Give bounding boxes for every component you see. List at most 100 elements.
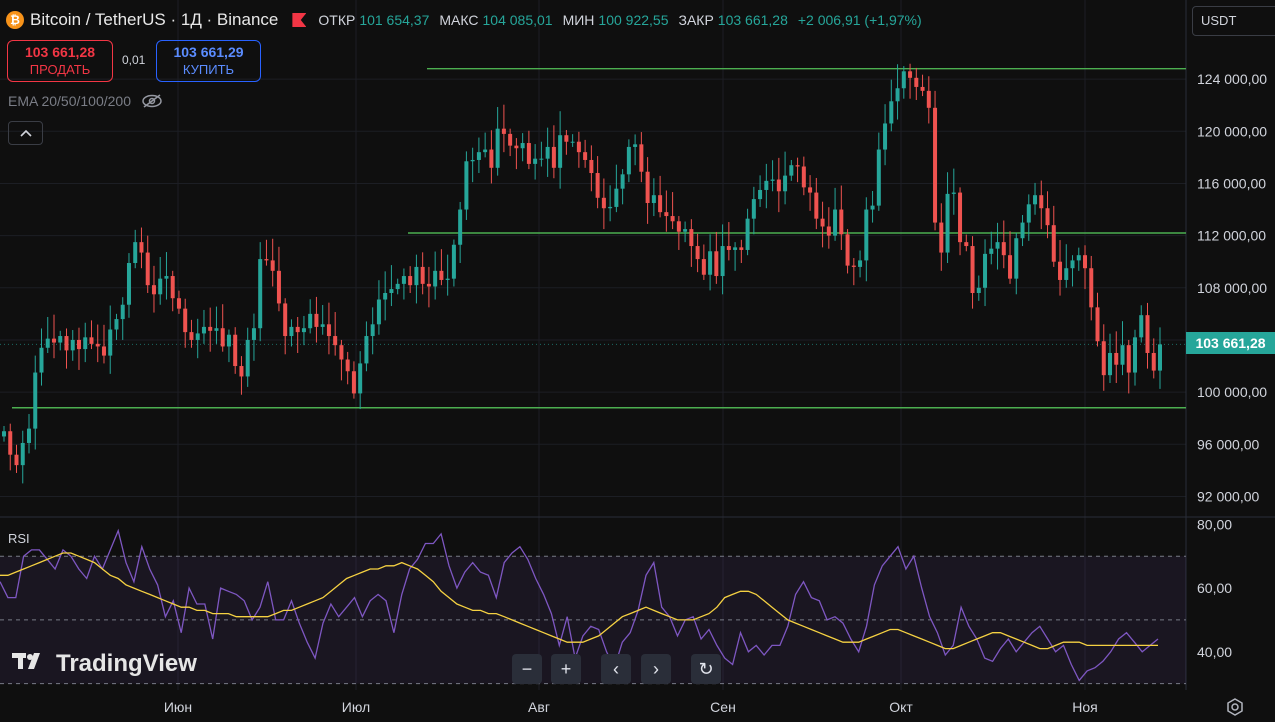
flag-icon[interactable] [292,13,307,27]
collapse-legend-button[interactable] [8,121,43,145]
candle [395,278,400,295]
sell-button[interactable]: 103 661,28 ПРОДАТЬ [7,40,113,82]
candle [520,133,525,162]
candle [1064,244,1069,288]
candle-body [876,149,881,206]
ohlc-open-label: ОТКР [318,12,356,28]
candle [1033,182,1038,215]
candle-body [108,329,113,356]
scroll-right-button[interactable]: › [641,654,671,684]
time-axis-label-aug: Авг [528,699,550,715]
candle-body [1133,337,1138,373]
candle-body [789,165,794,176]
candle [826,207,831,249]
candle-body [908,71,913,78]
candle-body [383,292,388,300]
candle-body [8,431,13,455]
rsi-pane-label[interactable]: RSI [8,531,30,546]
candle [151,265,156,313]
reset-chart-button[interactable]: ↻ [691,654,721,684]
currency-select[interactable]: USDT [1192,6,1275,36]
candle [76,327,81,370]
candle-body [464,161,469,210]
candle-body [689,229,694,247]
candle-body [764,180,769,190]
candle [495,107,500,176]
candle [995,222,1000,270]
candle [139,227,144,269]
candle-body [920,86,925,91]
candle-body [864,209,869,261]
candle [720,224,725,295]
candle [326,302,331,355]
tradingview-logo[interactable]: TradingView [12,650,197,678]
candle [333,312,338,356]
settings-icon[interactable] [1225,697,1245,717]
candle-body [833,209,838,236]
candle-body [233,334,238,367]
candle-body [89,337,94,344]
candle [1145,302,1150,369]
candle-body [783,175,788,192]
scroll-left-button[interactable]: ‹ [601,654,631,684]
candle-body [139,242,144,253]
candle [583,139,588,168]
candle-body [489,149,494,168]
candle-body [714,251,719,277]
ohlc-values: ОТКР 101 654,37 МАКС 104 085,01 МИН 100 … [318,12,927,28]
candle [158,257,163,305]
zoom-in-button[interactable]: + [551,654,581,684]
candle-body [1139,315,1144,338]
candle-body [614,188,619,207]
candle-body [364,336,369,364]
candle [476,137,481,174]
candle-body [414,266,419,286]
candle [726,222,731,261]
candle-body [64,336,69,351]
eye-off-icon[interactable] [141,94,163,108]
candle-body [239,366,244,377]
candle [251,313,256,361]
candle-body [1001,242,1006,256]
candle-body [926,90,931,108]
level-lines[interactable] [0,67,1186,409]
candle-body [376,299,381,325]
candle [308,299,313,334]
candle-body [801,166,806,188]
buy-button[interactable]: 103 661,29 КУПИТЬ [156,40,261,82]
candle-body [933,107,938,223]
price-axis[interactable]: 124 000,00 120 000,00 116 000,00 112 000,00… [1197,71,1267,660]
candle-body [158,278,163,295]
ema-label: EMA 20/50/100/200 [8,93,131,109]
ema-indicator-legend[interactable]: EMA 20/50/100/200 [8,93,163,109]
time-axis-label-jun: Июн [163,699,193,715]
candle [220,304,225,352]
candle-body [845,234,850,266]
candle-body [1008,255,1013,279]
candle [458,201,463,264]
candle-body [389,289,394,293]
candle [858,250,863,278]
candle [195,318,200,359]
candle [451,239,456,287]
candle-body [26,428,31,443]
time-axis-label-sep: Сен [710,699,736,715]
candle-body [39,347,44,373]
candle-body [320,324,325,327]
candle-body [964,242,969,247]
candle-body [826,226,831,236]
candle-body [426,283,431,287]
candle [614,164,619,213]
candle-body [1020,222,1025,239]
symbol-title[interactable]: Bitcoin / TetherUS · 1Д · Binance [30,10,279,29]
candle-body [901,71,906,89]
candle [833,187,838,241]
zoom-out-button[interactable]: − [512,654,542,684]
ohlc-high-label: МАКС [439,12,479,28]
candles-layer [2,63,1162,484]
candle [739,239,744,264]
candle-body [770,179,775,181]
candle-body [670,216,675,222]
ohlc-low-value: 100 922,55 [598,12,669,28]
